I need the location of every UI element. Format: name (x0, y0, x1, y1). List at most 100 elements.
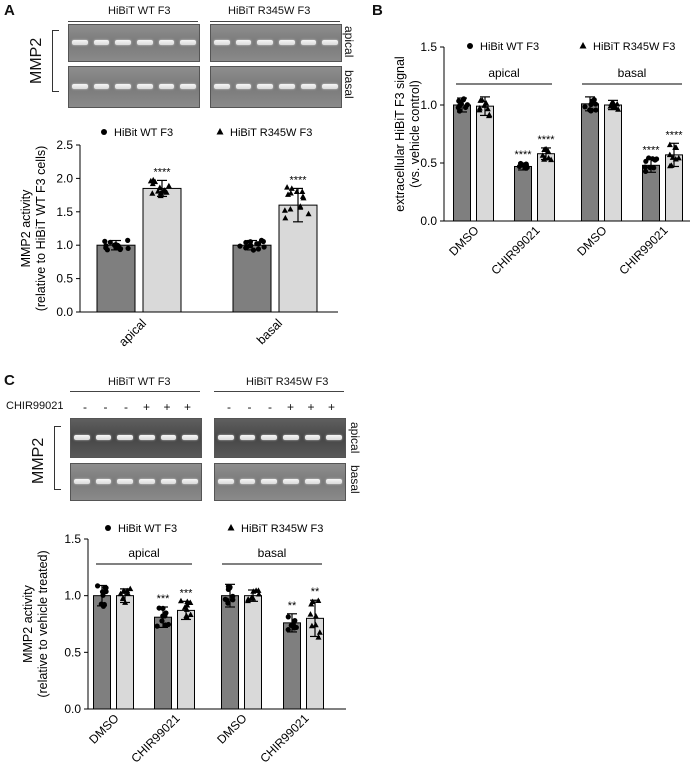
data-point (152, 178, 159, 185)
data-point (260, 238, 266, 245)
treatment-sign: - (83, 400, 87, 414)
gel-band (279, 84, 295, 89)
data-point (230, 593, 236, 599)
data-point (102, 584, 108, 591)
legend-marker-triangle (579, 42, 587, 49)
data-point (255, 591, 262, 597)
legend-marker-triangle (227, 524, 235, 531)
gel-band (158, 40, 175, 45)
treatment-sign: + (183, 400, 191, 414)
treatment-sign: + (142, 400, 150, 414)
gel-band (304, 435, 321, 440)
gel-blot (210, 24, 342, 62)
data-point (309, 598, 316, 605)
data-point (476, 105, 483, 111)
data-point (643, 158, 649, 164)
gel-band (74, 435, 90, 440)
x-tick-label: DMSO (86, 711, 121, 746)
data-point (312, 621, 319, 628)
y-tick-label: 1.0 (420, 98, 437, 112)
data-point (161, 187, 168, 193)
gel-band (326, 479, 342, 484)
data-point (607, 103, 614, 109)
data-point (516, 163, 523, 170)
data-point (155, 188, 162, 194)
data-point (297, 203, 304, 209)
data-point (225, 600, 231, 606)
y-tick-label: 0.0 (420, 214, 437, 228)
group-label: apical (128, 546, 159, 560)
gel-group2-line (210, 21, 340, 22)
legend-marker-circle (467, 43, 473, 49)
data-point (125, 245, 131, 251)
legend-label: HiBiT R345W F3 (241, 523, 323, 535)
data-point (244, 244, 250, 250)
data-point (612, 104, 619, 111)
y-tick-label: 0.5 (64, 645, 81, 659)
gel-band (139, 479, 155, 484)
gel-group2-line (214, 391, 344, 392)
bar (96, 244, 136, 313)
gel-band (93, 84, 110, 89)
data-point (615, 106, 622, 112)
gel-band (261, 479, 277, 484)
data-point (300, 194, 307, 201)
panel-letter-a: A (4, 2, 15, 19)
gel-band (74, 479, 90, 484)
data-point (124, 590, 131, 596)
panel-letter-b: B (372, 2, 383, 19)
gel-band (235, 40, 252, 45)
data-point (237, 243, 243, 249)
x-tick-label: CHIR99021 (128, 711, 182, 765)
gel-band (261, 435, 277, 440)
treatment-sign: - (124, 400, 128, 414)
gel-band (182, 435, 198, 440)
gel-band (300, 84, 317, 89)
gel-band (300, 40, 317, 45)
gel-band (235, 84, 252, 89)
data-point (117, 590, 124, 597)
data-point (183, 613, 190, 619)
gel-group1-label: HiBiT WT F3 (108, 376, 171, 388)
treatment-sign: + (327, 400, 335, 414)
data-point (316, 629, 323, 635)
gel-band (158, 84, 175, 89)
y-tick-label: 1.5 (64, 532, 81, 546)
data-point (103, 243, 109, 249)
treatment-sign: + (163, 400, 171, 414)
data-point (477, 97, 484, 103)
gel-band (160, 435, 177, 440)
gel-band (117, 479, 133, 484)
gel-band (95, 479, 112, 484)
gel-band (239, 435, 256, 440)
gel-blot (68, 66, 200, 108)
group-label: apical (488, 66, 519, 80)
bar (283, 622, 301, 710)
treatment-sign: - (268, 400, 272, 414)
data-point (312, 612, 319, 619)
data-point (127, 585, 134, 592)
data-point (545, 147, 552, 154)
gel-band (72, 84, 88, 89)
data-point (162, 622, 168, 628)
gel-band (283, 435, 299, 440)
gel-band (115, 84, 131, 89)
gel-blot (210, 66, 342, 108)
panel-letter-c: C (4, 372, 15, 389)
gel-band (182, 479, 198, 484)
bar (278, 204, 318, 313)
data-point (284, 184, 291, 190)
treatment-sign: + (286, 400, 294, 414)
gel-band (257, 40, 273, 45)
data-point (307, 611, 314, 617)
data-point (255, 246, 262, 252)
bar (177, 609, 195, 710)
legend-label: HiBit WT F3 (480, 41, 539, 53)
y-axis-label: MMP2 activity (19, 189, 33, 268)
gel-group2-label: HiBiT R345W F3 (246, 376, 329, 388)
data-point (149, 190, 156, 196)
bar (116, 595, 134, 710)
gel-band (72, 40, 88, 45)
data-point (281, 207, 288, 213)
